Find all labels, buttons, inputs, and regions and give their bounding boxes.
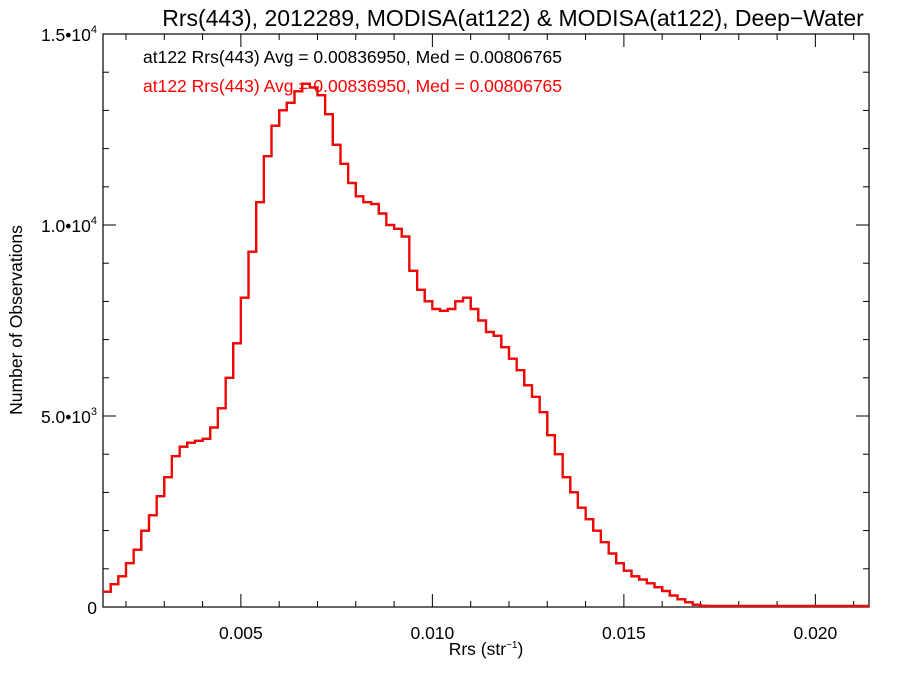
x-axis-label-main: Rrs (str [449,639,507,659]
y-tick-exponent: 4 [91,24,97,36]
annotation-red: at122 Rrs(443) Avg = 0.00836950, Med = 0… [143,76,562,96]
y-tick-exponent: 4 [91,215,97,227]
y-tick-mantissa: 5.0•10 [41,407,91,427]
y-axis-label: Number of Observations [6,225,26,415]
y-tick-label: 1.0•104 [41,215,97,236]
x-axis-label-close: ) [517,639,523,659]
x-tick-label: 0.005 [219,623,263,643]
y-tick-label: 0 [87,598,97,618]
x-axis-tick-labels: 0.005 0.010 0.015 0.020 [219,623,838,643]
y-tick-mantissa: 1.0•10 [41,216,91,236]
axes-frame [102,33,870,608]
y-axis-ticks [103,33,869,608]
x-tick-label: 0.020 [793,623,837,643]
plot-area: 0.005 0.010 0.015 0.020 05.0•1031.0•1041.5•… [41,24,870,643]
series-line-red [103,82,869,608]
x-axis-label: Rrs (str−1) [449,639,524,659]
x-axis-ticks [125,34,855,607]
y-tick-mantissa: 1.5•10 [41,25,91,45]
annotation-black: at122 Rrs(443) Avg = 0.00836950, Med = 0… [143,47,562,67]
x-axis-label-superscript: −1 [506,640,518,651]
y-tick-mantissa: 0 [87,598,97,618]
chart-title: Rrs(443), 2012289, MODISA(at122) & MODIS… [162,5,864,31]
x-tick-label: 0.015 [602,623,646,643]
y-tick-exponent: 3 [91,406,97,418]
series-line-black [103,82,869,608]
y-tick-label: 1.5•104 [41,24,97,45]
y-tick-label: 5.0•103 [41,406,97,427]
x-tick-label: 0.010 [410,623,454,643]
